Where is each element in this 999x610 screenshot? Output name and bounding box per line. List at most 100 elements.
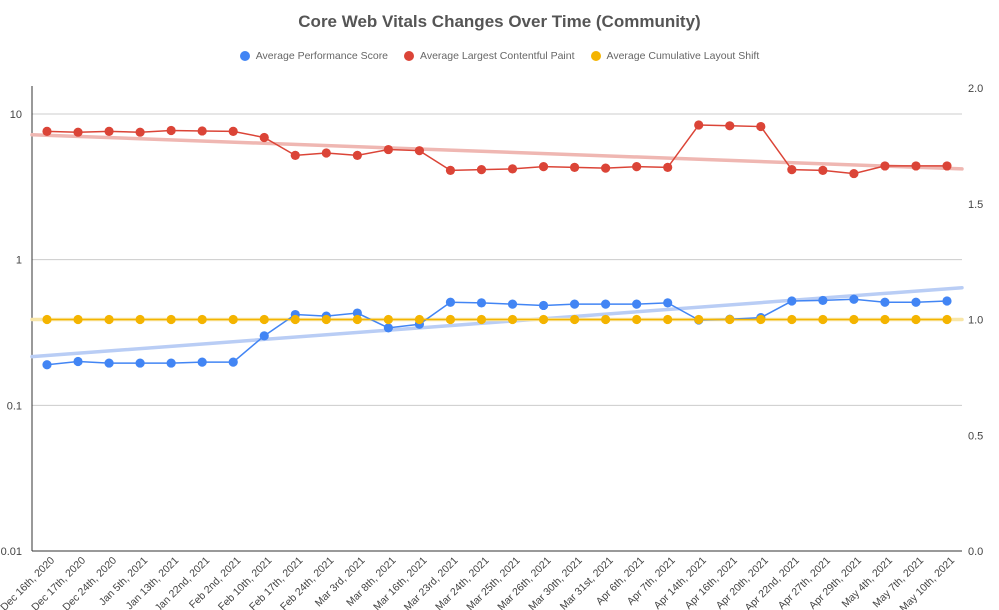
data-point bbox=[259, 331, 269, 341]
data-point bbox=[352, 314, 362, 325]
data-point bbox=[73, 314, 83, 325]
data-point bbox=[507, 299, 518, 309]
legend-item-lcp[interactable]: Average Largest Contentful Paint bbox=[404, 50, 575, 62]
data-point bbox=[42, 360, 52, 370]
y-right-tick-label: 1.0 bbox=[968, 315, 983, 327]
y-left-tick-label: 0.1 bbox=[7, 400, 22, 412]
data-point bbox=[632, 162, 642, 172]
data-point bbox=[787, 296, 797, 306]
data-point bbox=[445, 165, 456, 176]
legend-item-performance[interactable]: Average Performance Score bbox=[239, 50, 389, 62]
data-point bbox=[104, 358, 114, 368]
data-point bbox=[663, 162, 673, 172]
data-point bbox=[104, 314, 114, 325]
y-right-tick-label: 2.0 bbox=[968, 83, 983, 95]
data-point bbox=[135, 314, 145, 325]
data-point bbox=[73, 356, 83, 367]
data-point bbox=[290, 314, 300, 325]
legend-swatch-cls bbox=[590, 51, 601, 61]
legend-item-cls[interactable]: Average Cumulative Layout Shift bbox=[590, 50, 760, 62]
data-point bbox=[880, 161, 890, 171]
data-point bbox=[538, 300, 549, 311]
data-point bbox=[290, 150, 300, 160]
data-point bbox=[632, 299, 642, 309]
data-point bbox=[849, 294, 859, 304]
data-point bbox=[321, 148, 331, 158]
data-point bbox=[476, 298, 487, 308]
data-point bbox=[507, 314, 518, 325]
data-point bbox=[228, 357, 238, 367]
data-point bbox=[228, 126, 238, 136]
data-point bbox=[352, 308, 362, 318]
series-line-0 bbox=[46, 298, 948, 366]
data-point bbox=[104, 126, 114, 136]
data-point bbox=[197, 126, 207, 136]
data-point bbox=[383, 323, 393, 333]
data-point bbox=[383, 144, 393, 155]
legend-label-performance: Average Performance Score bbox=[255, 50, 389, 62]
data-point bbox=[787, 165, 797, 175]
data-point bbox=[663, 314, 673, 325]
data-point bbox=[849, 168, 859, 179]
data-point bbox=[663, 298, 673, 308]
data-point bbox=[818, 314, 828, 325]
data-point bbox=[42, 314, 52, 325]
data-point bbox=[942, 314, 952, 325]
y-left-tick-label: 10 bbox=[10, 109, 22, 121]
data-point bbox=[383, 314, 393, 325]
data-point bbox=[911, 161, 921, 171]
data-point bbox=[476, 314, 487, 325]
data-point bbox=[849, 314, 859, 325]
data-point bbox=[787, 314, 797, 325]
trendline-0 bbox=[30, 285, 964, 359]
data-point bbox=[911, 297, 921, 307]
data-point bbox=[632, 314, 642, 325]
data-point bbox=[725, 314, 735, 325]
data-point bbox=[569, 299, 580, 309]
y-right-tick-label: 0.0 bbox=[968, 546, 983, 558]
data-point bbox=[166, 358, 176, 368]
data-point bbox=[352, 150, 362, 160]
data-point bbox=[538, 162, 549, 172]
data-point bbox=[601, 163, 611, 173]
legend-swatch-performance bbox=[239, 51, 250, 61]
data-point bbox=[414, 146, 425, 156]
data-point bbox=[507, 164, 518, 174]
legend-label-lcp: Average Largest Contentful Paint bbox=[420, 50, 575, 62]
data-point bbox=[414, 314, 425, 325]
data-point bbox=[725, 121, 735, 131]
legend-swatch-lcp bbox=[404, 51, 415, 61]
data-point bbox=[228, 314, 238, 325]
data-point bbox=[73, 127, 83, 137]
data-point bbox=[756, 314, 766, 325]
data-point bbox=[880, 297, 890, 307]
data-point bbox=[911, 314, 921, 325]
data-point bbox=[259, 132, 269, 143]
data-point bbox=[880, 314, 890, 325]
data-point bbox=[166, 314, 176, 325]
data-point bbox=[569, 314, 580, 325]
data-point bbox=[476, 165, 487, 175]
data-point bbox=[538, 314, 549, 325]
data-point bbox=[756, 121, 766, 132]
legend-label-cls: Average Cumulative Layout Shift bbox=[606, 50, 760, 62]
y-left-tick-label: 1 bbox=[16, 255, 22, 267]
y-left-tick-label: 0.01 bbox=[1, 546, 22, 558]
data-point bbox=[42, 126, 52, 136]
data-point bbox=[445, 297, 456, 307]
trendline-1 bbox=[30, 133, 964, 171]
data-point bbox=[601, 314, 611, 325]
chart-title: Core Web Vitals Changes Over Time (Commu… bbox=[298, 12, 701, 31]
data-point bbox=[942, 161, 952, 171]
series-line-1 bbox=[46, 124, 947, 175]
y-right-tick-label: 0.5 bbox=[968, 430, 983, 442]
data-point bbox=[601, 299, 611, 309]
data-point bbox=[259, 314, 269, 325]
data-point bbox=[818, 295, 828, 306]
data-point bbox=[694, 314, 704, 325]
y-right-tick-label: 1.5 bbox=[968, 199, 983, 211]
data-point bbox=[818, 165, 828, 176]
data-point bbox=[197, 314, 207, 325]
legend: Average Performance Score Average Larges… bbox=[0, 50, 999, 62]
